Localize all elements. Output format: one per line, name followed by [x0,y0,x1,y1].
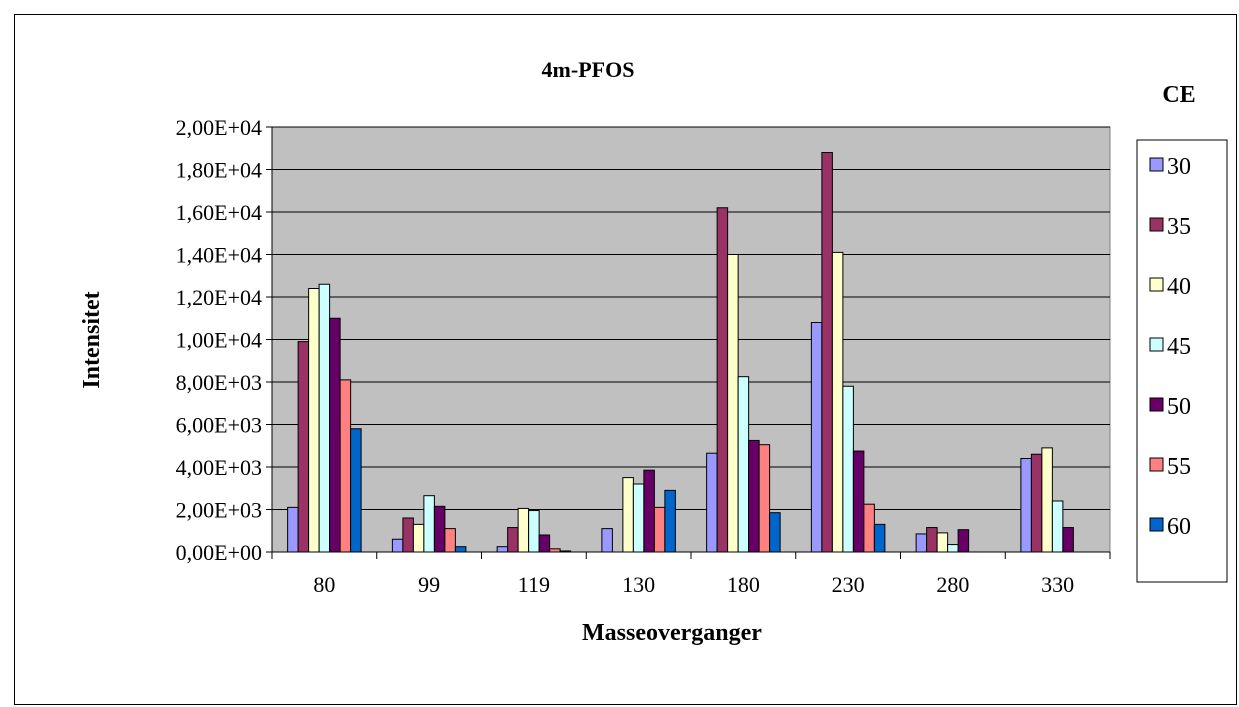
bar-99-ce55 [444,528,456,553]
bar-230-ce50 [852,450,865,553]
bar-180-ce40 [727,254,739,553]
bar-80-ce55 [339,379,352,553]
bar-119-ce35 [507,527,519,553]
bar-130-ce30 [601,528,613,553]
y-tick-label: 1,00E+04 [176,328,262,353]
bars [287,152,1074,553]
bar-99-ce60 [454,546,467,553]
legend-box [1136,139,1228,583]
legend-label: 45 [1167,334,1191,360]
legend-swatch [1149,157,1164,172]
gridlines [272,126,1110,510]
bar-130-ce50 [643,469,655,553]
bar-119-ce30 [496,546,509,553]
x-tick-label: 99 [418,572,440,597]
legend-label: 40 [1167,274,1191,300]
x-tick-labels: 80 99 119 130 180 230 280 330 [271,552,1111,597]
legend: 30 35 40 45 50 55 60 [1149,154,1191,540]
legend-swatch [1149,517,1164,532]
y-tick-label: 2,00E+03 [176,498,262,523]
bar-180-ce30 [706,452,718,553]
bar-80-ce50 [329,317,341,553]
bar-330-ce40 [1041,447,1053,553]
bar-chart: 0,00E+00 2,00E+03 4,00E+03 6,00E+03 8,00E+03… [79,57,1228,646]
legend-label: 60 [1167,514,1191,540]
legend-label: 30 [1167,154,1191,180]
bar-230-ce35 [821,152,833,553]
bar-280-ce35 [926,527,938,553]
bar-130-ce55 [653,506,666,553]
chart-frame: 0,00E+00 2,00E+03 4,00E+03 6,00E+03 8,00E+03… [14,14,1237,705]
bar-119-ce45 [528,510,540,553]
bar-99-ce40 [412,523,425,553]
x-tick-label: 180 [727,572,760,597]
bar-80-ce35 [297,341,310,553]
bar-230-ce55 [863,503,875,553]
legend-label: 50 [1167,394,1191,420]
legend-swatch [1149,397,1164,412]
y-tick-label: 0,00E+00 [176,540,262,565]
x-tick-label: 280 [936,572,969,597]
bar-280-ce50 [957,529,970,553]
bar-99-ce35 [402,517,414,553]
bar-99-ce30 [391,538,404,553]
bar-99-ce45 [423,495,435,553]
bar-119-ce40 [517,507,530,553]
legend-swatch [1149,337,1164,352]
bar-130-ce40 [622,477,634,553]
bar-180-ce60 [769,512,781,553]
bar-119-ce50 [538,534,551,553]
legend-swatch [1149,457,1164,472]
bar-80-ce45 [318,283,331,553]
y-tick-labels: 0,00E+00 2,00E+03 4,00E+03 6,00E+03 8,00E+03… [176,115,272,565]
x-tick-label: 230 [832,572,865,597]
y-tick-label: 4,00E+03 [176,455,262,480]
y-tick-label: 8,00E+03 [176,370,262,395]
bar-80-ce30 [287,506,299,553]
x-tick-label: 330 [1041,572,1074,597]
bar-280-ce45 [947,544,959,553]
legend-swatch [1149,217,1164,232]
bar-130-ce60 [664,489,676,553]
bar-330-ce45 [1051,500,1064,553]
bar-330-ce35 [1030,453,1043,553]
legend-title: CE [1162,82,1195,108]
bar-180-ce45 [737,376,750,553]
bar-130-ce45 [632,483,645,553]
chart-title: 4m-PFOS [542,57,635,82]
bar-230-ce30 [810,322,823,553]
y-tick-label: 2,00E+04 [176,115,262,140]
bar-80-ce60 [350,428,362,553]
x-tick-label: 80 [313,572,335,597]
bar-280-ce40 [936,532,949,553]
legend-label: 55 [1167,454,1191,480]
x-axis-title: Masseoverganger [582,620,762,646]
y-tick-label: 1,40E+04 [176,243,262,268]
bar-80-ce40 [308,288,320,553]
y-tick-label: 1,60E+04 [176,200,262,225]
bar-230-ce45 [842,385,854,553]
bar-230-ce40 [831,251,844,553]
bar-180-ce35 [716,207,729,553]
legend-label: 35 [1167,214,1191,240]
y-tick-label: 1,20E+04 [176,285,262,310]
y-axis-title: Intensitet [79,291,105,388]
y-tick-label: 1,80E+04 [176,158,262,183]
bar-99-ce50 [433,505,446,553]
bar-330-ce30 [1020,458,1032,553]
x-tick-label: 130 [622,572,655,597]
legend-swatch [1149,277,1164,292]
bar-180-ce55 [758,444,771,553]
bar-230-ce60 [873,523,886,553]
y-tick-label: 6,00E+03 [176,413,262,438]
bar-330-ce50 [1062,527,1074,553]
x-tick-label: 119 [518,572,550,597]
bar-180-ce50 [748,439,760,553]
bar-280-ce30 [915,533,928,553]
